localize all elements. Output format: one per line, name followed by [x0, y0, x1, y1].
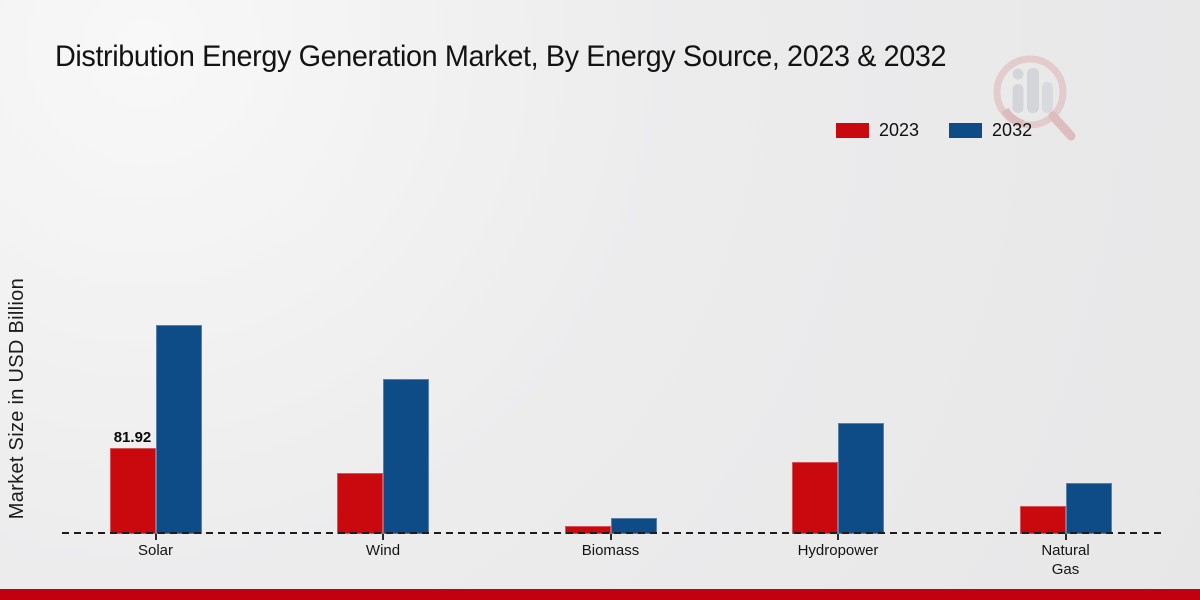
legend-item-2023: 2023	[836, 120, 919, 141]
chart-title: Distribution Energy Generation Market, B…	[55, 40, 947, 73]
footer-accent-bar	[0, 589, 1200, 600]
market-research-logo	[985, 52, 1081, 149]
bar-2023-hydropower	[792, 462, 838, 534]
bar-2032-natural-gas	[1065, 483, 1112, 534]
bar-2023-solar	[109, 448, 156, 534]
x-axis-tick	[1064, 534, 1067, 540]
bar-2023-biomass	[564, 526, 611, 534]
x-axis-tick	[837, 534, 839, 540]
bar-2032-solar	[155, 325, 202, 534]
bar-2023-wind	[337, 473, 383, 534]
x-axis-category-label: Solar	[137, 542, 174, 559]
x-axis-category-label: Biomass	[581, 542, 640, 559]
legend-label-2023: 2023	[879, 120, 920, 140]
legend-label-2032: 2032	[992, 120, 1033, 140]
legend-swatch-2032	[949, 123, 983, 138]
bar-2032-biomass	[610, 518, 657, 534]
x-axis-tick	[382, 534, 384, 540]
x-axis-tick	[609, 534, 612, 540]
legend: 2023 2032	[836, 120, 1032, 141]
bar-2032-hydropower	[838, 423, 884, 534]
x-axis-category-label: Wind	[365, 542, 401, 559]
legend-swatch-2023	[836, 123, 869, 138]
bar-2032-wind	[383, 379, 429, 534]
zero-baseline-dashed	[62, 532, 1162, 534]
x-axis-category-label: Natural Gas	[1041, 542, 1090, 578]
x-axis-tick	[154, 534, 157, 540]
bar-value-label: 81.92	[113, 429, 152, 446]
magnifier-chart-logo-icon	[993, 55, 1076, 141]
bar-2023-natural-gas	[1019, 506, 1066, 534]
legend-item-2032: 2032	[949, 120, 1032, 141]
x-axis-category-label: Hydropower	[797, 542, 879, 559]
